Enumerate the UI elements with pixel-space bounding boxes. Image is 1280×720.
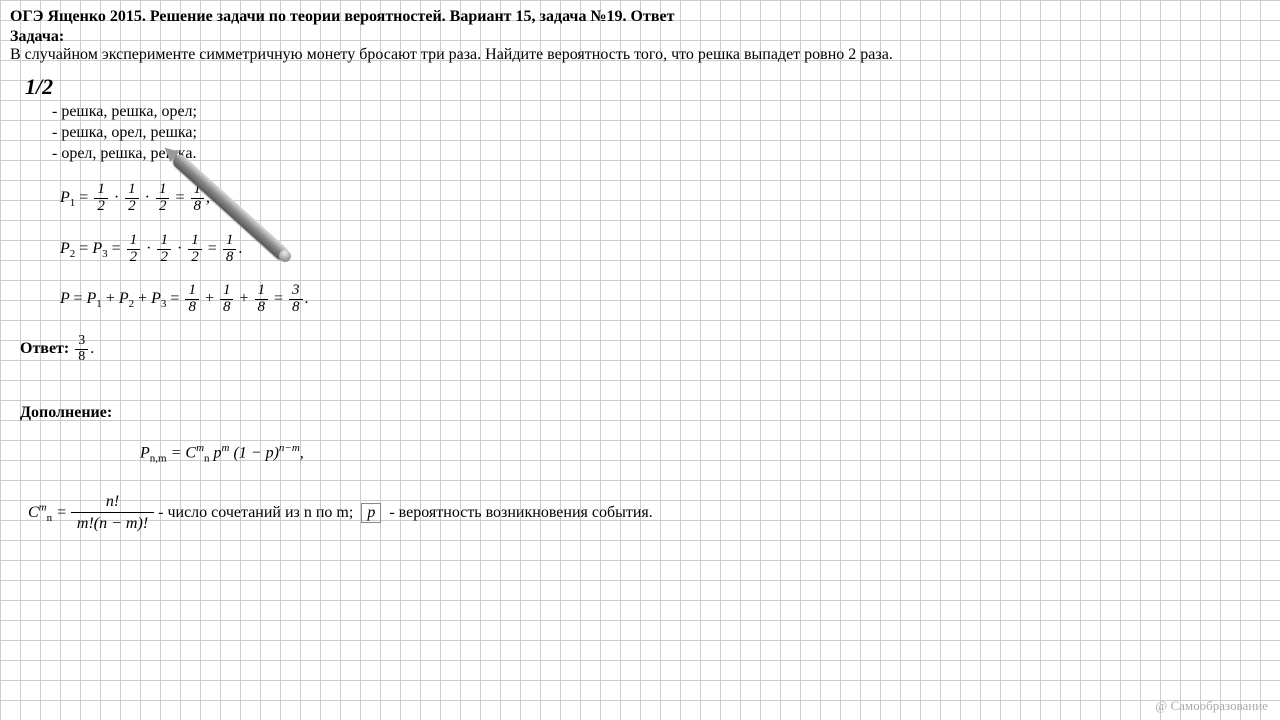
- addition-equation: Pn,m = Cmn pm (1 − p)n−m,: [140, 442, 1270, 465]
- problem-label: Задача:: [10, 28, 64, 45]
- problem-block: Задача: В случайном эксперименте симметр…: [10, 28, 1270, 64]
- addition-label: Дополнение:: [20, 404, 1270, 422]
- equations-block: P1 = 12 · 12 · 12 = 18, P2 = P3 = 12 · 1…: [60, 182, 1270, 316]
- handwritten-note: 1/2: [25, 74, 1270, 100]
- answer-row: Ответ: 38.: [20, 334, 1270, 364]
- problem-text: В случайном эксперименте симметричную мо…: [10, 46, 893, 63]
- page-title: ОГЭ Ященко 2015. Решение задачи по теори…: [10, 8, 1270, 26]
- outcomes-list: - решка, решка, орел; - решка, орел, реш…: [52, 102, 1270, 164]
- watermark: @ Самообразование: [1155, 698, 1268, 714]
- equation-2: P2 = P3 = 12 · 12 · 12 = 18.: [60, 233, 1270, 266]
- outcome-item: - решка, решка, орел;: [52, 102, 1270, 123]
- equation-3: P = P1 + P2 + P3 = 18 + 18 + 18 = 38.: [60, 283, 1270, 316]
- answer-label: Ответ:: [20, 340, 69, 357]
- combination-row: Cmn = n! m!(n − m)! - число сочетаний из…: [28, 493, 1270, 533]
- combination-text-2: - вероятность возникновения события.: [389, 504, 652, 521]
- outcome-item: - орел, решка, решка.: [52, 144, 1270, 165]
- p-box: p: [361, 503, 381, 523]
- outcome-item: - решка, орел, решка;: [52, 123, 1270, 144]
- combination-text-1: - число сочетаний из n по m;: [158, 504, 357, 521]
